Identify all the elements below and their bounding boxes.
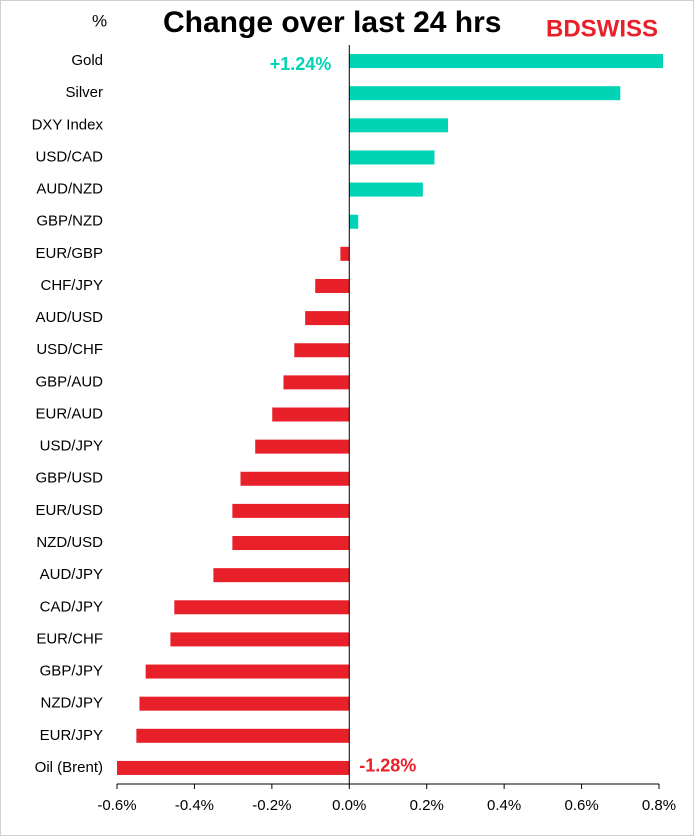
bar <box>294 343 350 358</box>
y-axis-label: % <box>92 11 107 30</box>
bar <box>232 503 350 518</box>
bar <box>145 664 350 679</box>
y-tick-label: CHF/JPY <box>40 277 103 294</box>
value-label: +1.24% <box>270 54 332 74</box>
y-tick-label: GBP/NZD <box>36 213 103 230</box>
x-tick-label: -0.6% <box>97 797 136 814</box>
bar <box>139 696 350 711</box>
bar <box>170 632 350 647</box>
y-tick-label: GBP/JPY <box>40 663 103 680</box>
y-tick-label: EUR/AUD <box>35 405 103 422</box>
y-tick-label: AUD/USD <box>35 309 103 326</box>
bar <box>349 182 423 197</box>
chart-title: Change over last 24 hrs <box>163 6 501 39</box>
bar <box>340 246 350 261</box>
bar <box>240 471 350 486</box>
bar <box>349 150 435 165</box>
y-tick-label: DXY Index <box>32 116 104 133</box>
y-tick-label: Oil (Brent) <box>35 759 103 776</box>
y-tick-label: GBP/USD <box>35 470 103 487</box>
y-tick-label: USD/CHF <box>36 341 103 358</box>
y-tick-label: NZD/USD <box>36 534 103 551</box>
bar <box>305 311 350 326</box>
bar <box>349 54 663 69</box>
x-tick-label: -0.2% <box>252 797 291 814</box>
y-tick-label: USD/JPY <box>40 438 103 455</box>
bar <box>349 214 359 229</box>
bar <box>255 439 350 454</box>
y-tick-label: CAD/JPY <box>40 598 103 615</box>
y-tick-label: EUR/USD <box>35 502 103 519</box>
y-tick-label: AUD/JPY <box>40 566 103 583</box>
y-tick-label: AUD/NZD <box>36 181 103 198</box>
x-tick-label: 0.6% <box>564 797 598 814</box>
logo: BDSWISS <box>546 15 658 42</box>
y-tick-label: USD/CAD <box>35 148 103 165</box>
y-tick-label: EUR/JPY <box>40 727 103 744</box>
x-tick-label: 0.4% <box>487 797 521 814</box>
y-tick-label: Silver <box>65 84 103 101</box>
value-label: -1.28% <box>359 756 416 776</box>
bar <box>349 86 621 101</box>
bar <box>315 278 350 293</box>
bar <box>349 118 449 133</box>
bars <box>117 54 663 775</box>
bar <box>232 536 350 551</box>
x-tick-label: 0.2% <box>410 797 444 814</box>
x-tick-label: 0.0% <box>332 797 366 814</box>
bar <box>213 568 350 583</box>
y-tick-label: NZD/JPY <box>40 695 103 712</box>
x-tick-label: -0.4% <box>175 797 214 814</box>
bar <box>117 760 350 775</box>
y-tick-label: GBP/AUD <box>35 373 103 390</box>
bar <box>136 728 350 743</box>
bar <box>174 600 350 615</box>
y-tick-label: EUR/CHF <box>36 630 103 647</box>
x-tick-label: 0.8% <box>642 797 676 814</box>
y-tick-label: EUR/GBP <box>35 245 103 262</box>
bar <box>272 407 350 422</box>
bar <box>283 375 350 390</box>
y-tick-label: Gold <box>71 52 103 69</box>
